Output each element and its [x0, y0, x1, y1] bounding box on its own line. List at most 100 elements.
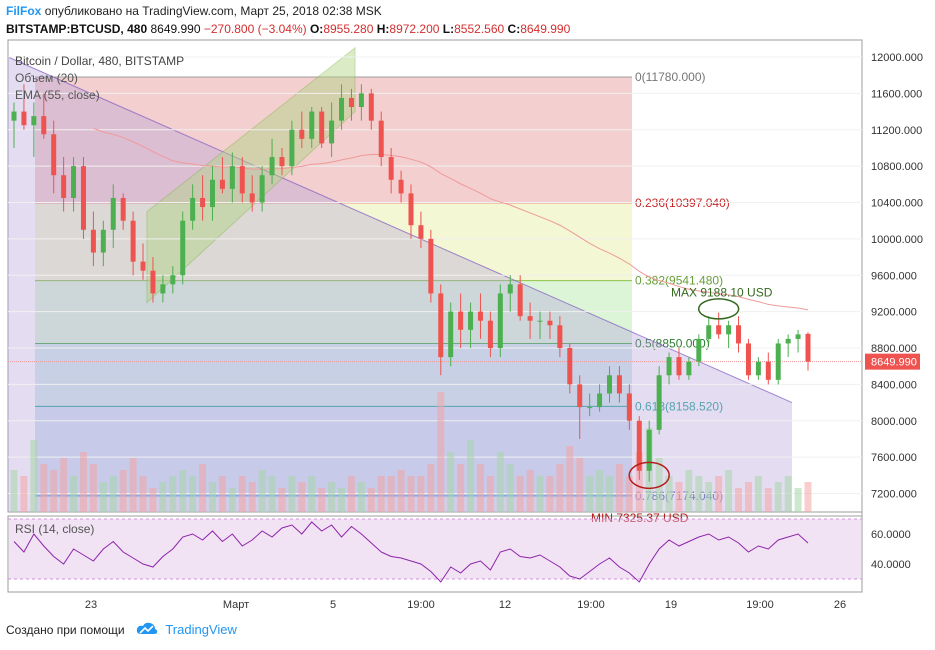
- candle-body: [557, 325, 563, 348]
- candle-body: [61, 175, 67, 198]
- volume-bar: [635, 452, 643, 512]
- candle-body: [666, 357, 672, 376]
- last-price: 8649.990: [150, 22, 201, 36]
- volume-bar: [318, 488, 326, 512]
- candle: [497, 284, 503, 358]
- author-name[interactable]: FilFox: [6, 4, 42, 18]
- candle: [577, 375, 583, 439]
- volume-bar: [556, 464, 564, 512]
- volume-bar: [10, 470, 18, 512]
- candle-body: [795, 334, 801, 339]
- max-annotation: MAX 9188.10 USD: [671, 286, 773, 300]
- footer-tradingview-link[interactable]: TradingView: [165, 622, 237, 637]
- candle-body: [507, 284, 513, 294]
- candle: [378, 111, 384, 167]
- volume-bar: [536, 476, 544, 512]
- candle: [646, 420, 652, 482]
- series-legend: Bitcoin / Dollar, 480, BITSTAMP: [15, 54, 185, 68]
- volume-bar: [278, 488, 286, 512]
- candle-body: [71, 166, 77, 198]
- volume-bar: [397, 470, 405, 512]
- volume-bar: [546, 476, 554, 512]
- volume-bar: [764, 488, 772, 512]
- candle-body: [656, 375, 662, 430]
- rsi-tick-label: 60.0000: [871, 529, 911, 541]
- volume-bar: [387, 476, 395, 512]
- candle-body: [398, 179, 404, 194]
- volume-bar: [586, 476, 594, 512]
- volume-bar: [606, 476, 613, 512]
- volume-bar: [347, 476, 355, 512]
- candle: [755, 357, 761, 380]
- symbol-label: BITSTAMP:BTCUSD, 480: [6, 22, 148, 36]
- volume-bar: [89, 464, 97, 512]
- price-tick-label: 9600.000: [871, 270, 917, 282]
- candle: [11, 102, 17, 148]
- candle: [666, 352, 672, 385]
- price-tick-label: 10400.000: [871, 198, 923, 210]
- min-annotation: MIN 7325.37 USD: [591, 511, 689, 525]
- candle: [716, 312, 722, 339]
- publish-info: опубликовано на TradingView.com, Март 25…: [44, 4, 382, 18]
- current-price-tag: [865, 353, 920, 370]
- candle-body: [597, 393, 603, 408]
- time-tick-label: Март: [223, 599, 249, 611]
- candle: [686, 357, 692, 380]
- volume-bar: [417, 476, 425, 512]
- fib-level-label: 0.5(8850.000): [635, 336, 710, 350]
- volume-bar: [794, 488, 802, 512]
- candle: [329, 102, 335, 158]
- candle-body: [378, 120, 384, 158]
- volume-bar: [486, 476, 494, 512]
- time-tick-label: 23: [85, 599, 97, 611]
- volume-bar: [338, 488, 346, 512]
- current-price-tag-label: 8649.990: [871, 357, 917, 369]
- candle-body: [388, 157, 394, 180]
- candle: [388, 147, 394, 194]
- candle: [100, 220, 106, 267]
- candle: [448, 302, 454, 367]
- price-tick-label: 11600.000: [871, 88, 922, 100]
- candle-body: [239, 166, 245, 194]
- candle-body: [726, 325, 732, 335]
- rsi-line: [13, 521, 809, 583]
- volume-bar: [20, 476, 28, 512]
- candle-body: [170, 275, 176, 285]
- candle-body: [487, 320, 493, 348]
- candle-body: [21, 111, 27, 126]
- price-tick-label: 8800.000: [871, 343, 917, 355]
- volume-bar: [804, 482, 812, 512]
- candle-body: [765, 361, 771, 380]
- footer-created-with: Создано при помощи: [6, 623, 125, 637]
- candle: [398, 170, 404, 203]
- volume-bar: [99, 482, 107, 512]
- open-value: 8955.280: [323, 22, 374, 36]
- candle: [745, 338, 751, 380]
- candle: [438, 284, 444, 376]
- candle-body: [587, 407, 593, 409]
- candle-body: [289, 129, 295, 167]
- close-label: C:: [507, 22, 521, 36]
- candle: [150, 257, 156, 303]
- volume-bar: [50, 470, 58, 512]
- volume-bar: [625, 476, 633, 512]
- price-tick-label: 9200.000: [871, 307, 917, 319]
- candle-body: [706, 325, 712, 339]
- candle-body: [51, 134, 57, 176]
- volume-bar: [248, 482, 256, 512]
- candle: [249, 175, 255, 212]
- price-tick-label: 10000.000: [871, 234, 923, 246]
- candle-body: [200, 197, 206, 208]
- candle: [785, 334, 791, 358]
- candle: [368, 88, 374, 130]
- candle-body: [428, 238, 434, 294]
- candle: [736, 316, 742, 353]
- candle: [110, 184, 116, 248]
- candle: [170, 266, 176, 294]
- volume-bar: [298, 482, 306, 512]
- candle: [190, 184, 196, 230]
- candle: [140, 243, 146, 280]
- candle: [90, 211, 96, 267]
- candle-body: [418, 225, 424, 239]
